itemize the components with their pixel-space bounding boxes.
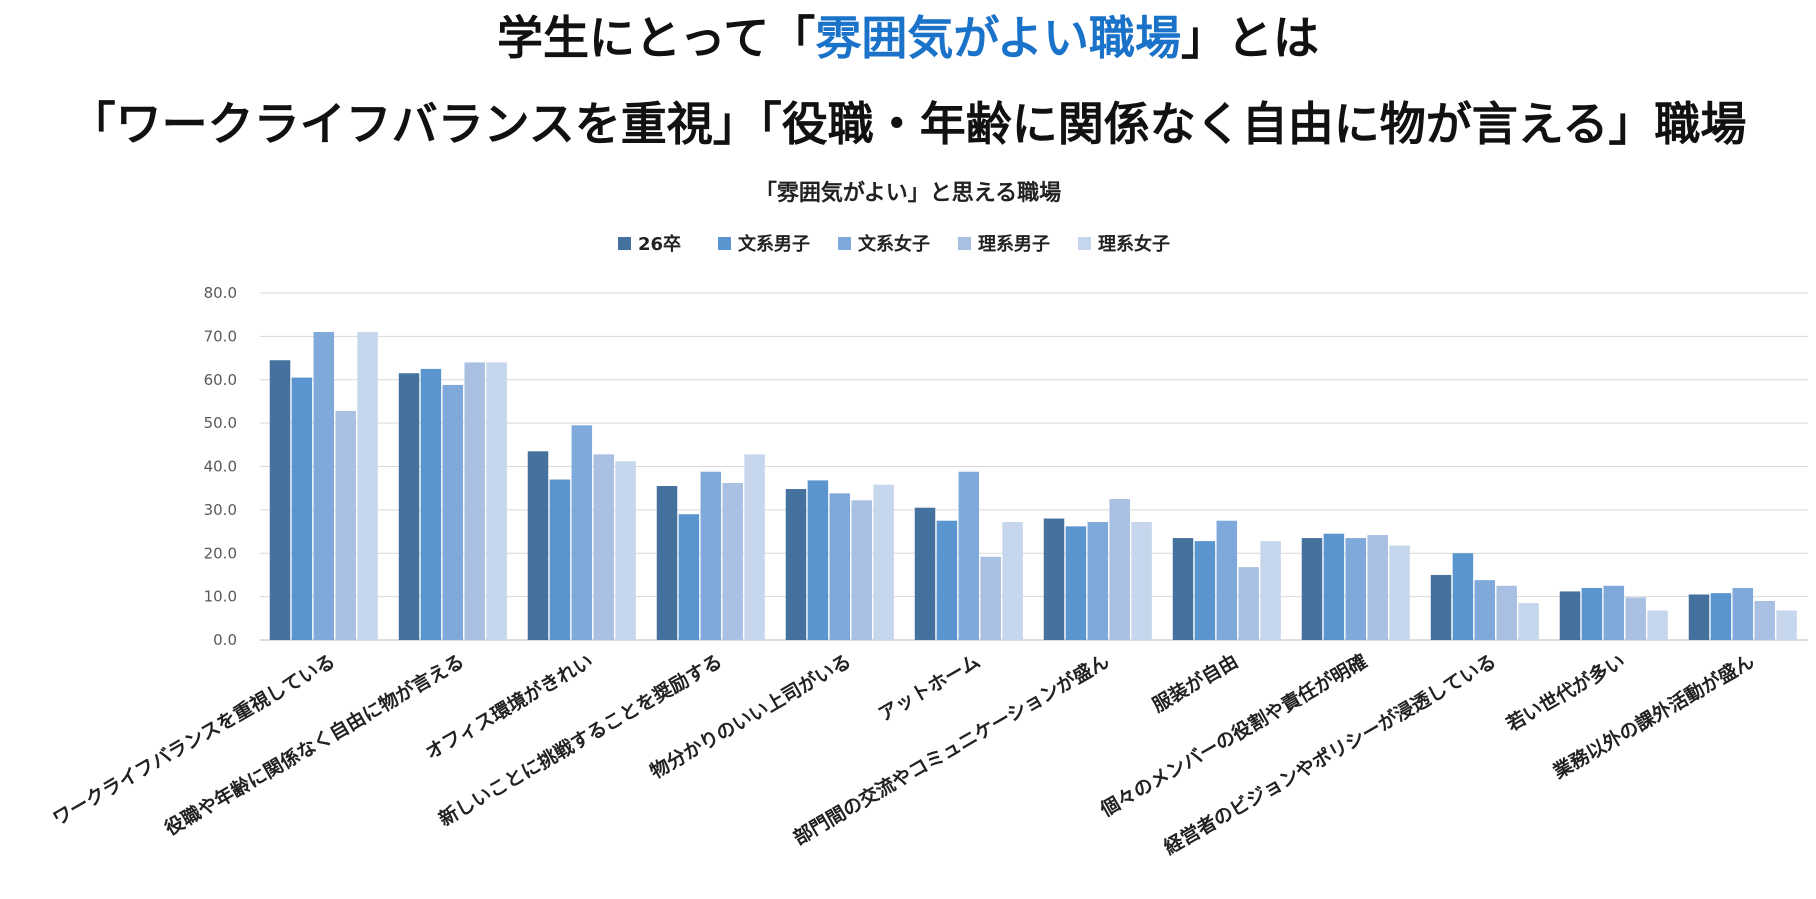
bar xyxy=(615,461,636,640)
bar xyxy=(1216,520,1238,640)
headline-line-1: 学生にとって「雰囲気がよい職場」とは xyxy=(0,2,1816,68)
bar xyxy=(1625,597,1646,640)
bar xyxy=(958,471,980,640)
headline-prefix: 学生にとって「 xyxy=(496,11,816,65)
bar xyxy=(722,482,743,640)
legend-swatch xyxy=(1078,237,1091,250)
bar xyxy=(442,384,464,640)
bar xyxy=(1367,535,1388,640)
bar xyxy=(1109,499,1130,640)
legend-label: 理系女子 xyxy=(1098,233,1170,255)
bar xyxy=(1260,541,1281,640)
bar xyxy=(1131,522,1152,640)
legend-label: 理系男子 xyxy=(978,234,1050,255)
legend-swatch xyxy=(838,237,851,250)
bar xyxy=(1518,603,1539,640)
x-category-label: 物分かりのいい上司がいる xyxy=(646,649,855,783)
bar xyxy=(1474,580,1496,640)
bar xyxy=(357,332,378,640)
bar xyxy=(1194,541,1216,640)
bar xyxy=(1452,553,1474,640)
bar xyxy=(1754,600,1775,640)
bar xyxy=(851,500,872,640)
bar xyxy=(1430,574,1452,640)
y-tick-label: 30.0 xyxy=(204,501,237,519)
headline-accent: 雰囲気がよい職場 xyxy=(815,11,1182,65)
y-axis: 0.0 10.0 20.0 30.0 40.0 50.0 60.0 70.0 80.0 xyxy=(204,284,237,649)
legend-label: 文系男子 xyxy=(738,233,810,255)
bar xyxy=(1323,533,1345,640)
bar xyxy=(1172,538,1194,640)
bar xyxy=(571,425,593,640)
y-tick-label: 0.0 xyxy=(213,631,237,649)
bar xyxy=(1710,593,1732,640)
bar xyxy=(1647,610,1668,640)
legend: 26卒 文系男子 文系女子 理系男子 理系女子 xyxy=(618,233,1170,255)
y-tick-label: 60.0 xyxy=(204,371,237,389)
y-tick-label: 80.0 xyxy=(204,284,237,302)
bar xyxy=(936,520,958,640)
bar xyxy=(807,480,829,640)
bar xyxy=(291,377,313,640)
bar xyxy=(1496,585,1517,640)
bar xyxy=(1603,585,1625,640)
y-tick-label: 10.0 xyxy=(204,588,237,606)
bar xyxy=(398,373,420,640)
legend-label: 26卒 xyxy=(638,233,681,255)
bar xyxy=(1688,594,1710,640)
bar xyxy=(313,332,335,640)
y-tick-label: 50.0 xyxy=(204,414,237,432)
legend-swatch xyxy=(958,237,971,250)
bar xyxy=(1559,591,1581,640)
bar xyxy=(744,454,765,640)
bar xyxy=(464,362,485,640)
bar xyxy=(1345,538,1367,640)
bar xyxy=(486,362,507,640)
bar xyxy=(1043,518,1065,640)
bar xyxy=(1238,567,1259,640)
bar xyxy=(914,507,936,640)
bar xyxy=(700,471,722,640)
x-category-label: 個々のメンバーの役割や責任が明確 xyxy=(1095,649,1371,821)
x-category-label: 若い世代が多い xyxy=(1502,649,1629,735)
legend-swatch xyxy=(618,237,631,250)
headline-line-2: 「ワークライフバランスを重視」「役職・年齢に関係なく自由に物が言える」職場 xyxy=(69,97,1747,151)
bar xyxy=(785,489,807,640)
x-category-label: 業務以外の課外活動が盛ん xyxy=(1548,649,1758,783)
bar xyxy=(549,479,571,640)
bar xyxy=(527,451,549,640)
bar xyxy=(593,454,614,640)
bar xyxy=(678,514,700,640)
bar xyxy=(269,360,291,640)
bar xyxy=(1776,610,1797,640)
y-tick-label: 20.0 xyxy=(204,544,237,562)
bar xyxy=(829,493,851,640)
bar xyxy=(980,556,1001,640)
bar xyxy=(1389,545,1410,640)
x-category-label: 服装が自由 xyxy=(1148,649,1242,716)
bar xyxy=(656,486,678,640)
bar xyxy=(1581,587,1603,640)
x-axis: ワークライフバランスを重視している役職や年齢に関係なく自由に物が言えるオフィス環… xyxy=(49,649,1758,859)
legend-swatch xyxy=(718,237,731,250)
bar xyxy=(1065,526,1087,640)
bar xyxy=(1087,522,1109,640)
bar xyxy=(420,368,442,640)
y-tick-label: 40.0 xyxy=(204,458,237,476)
chart-title: 「雰囲気がよい」と思える職場 xyxy=(755,180,1061,206)
bar xyxy=(1732,587,1754,640)
bar xyxy=(1002,522,1023,640)
bar xyxy=(873,484,894,640)
headline-suffix: 」とは xyxy=(1181,11,1320,65)
gridlines xyxy=(260,292,1808,641)
bar xyxy=(335,410,356,640)
bar xyxy=(1301,538,1323,640)
bars xyxy=(269,332,1797,640)
x-category-label: アットホーム xyxy=(875,650,984,726)
legend-label: 文系女子 xyxy=(858,233,930,255)
y-tick-label: 70.0 xyxy=(204,327,237,345)
